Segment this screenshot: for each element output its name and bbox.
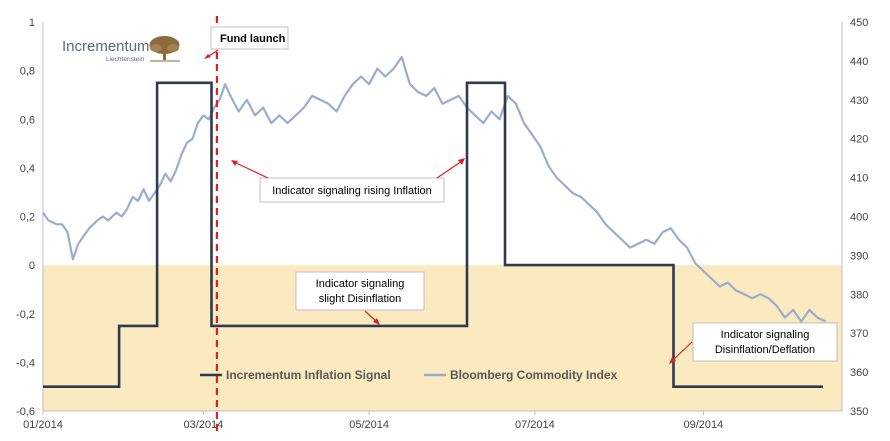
- annotation-slight-line1: Indicator signaling: [316, 278, 405, 290]
- annotation-rising-arrow-right: [436, 160, 463, 179]
- annotation-rising: Indicator signaling rising Inflation: [231, 158, 465, 203]
- annotation-slight-box: [295, 271, 425, 311]
- legend-label-signal: Incrementum Inflation Signal: [226, 368, 391, 382]
- annotation-rising-box: [259, 177, 445, 203]
- series-layer: [42, 55, 827, 388]
- legend: Incrementum Inflation Signal Bloomberg C…: [200, 368, 618, 382]
- y-left-tick: 0,8: [20, 66, 35, 78]
- y-right-tick: 410: [850, 173, 868, 185]
- y-right-tick: 450: [850, 17, 868, 29]
- y-right-tick: 420: [850, 134, 868, 146]
- y-right-tick: 400: [850, 212, 868, 224]
- y-left-tick: -0,4: [16, 357, 35, 369]
- fund-launch-box: [210, 26, 289, 50]
- y-left-tick: 0,2: [20, 212, 35, 224]
- x-tick: 09/2014: [684, 419, 724, 431]
- y-left-tick: -0,2: [16, 309, 35, 321]
- annotation-deflation-box: [692, 322, 838, 362]
- y-right-tick: 360: [850, 367, 868, 379]
- annotation-deflation-arrowhead: [669, 357, 676, 364]
- tree-icon: [149, 36, 180, 62]
- annotation-rising-arrowhead-right: [458, 158, 465, 165]
- annotation-deflation-arrow: [671, 341, 693, 362]
- legend-label-bcom: Bloomberg Commodity Index: [450, 368, 618, 382]
- annotation-rising-arrowhead-left: [231, 160, 238, 166]
- annotation-slight-line2: slight Disinflation: [319, 293, 402, 305]
- y-left-tick: 0,4: [20, 163, 35, 175]
- x-tick: 01/2014: [23, 419, 63, 431]
- y-left-tick: 0: [29, 260, 35, 272]
- series-inflation-signal-line: [43, 81, 823, 388]
- y-right-tick: 380: [850, 289, 868, 301]
- x-tick-labels: 01/2014 03/2014 05/2014 07/2014 09/2014: [23, 411, 723, 431]
- logo-name: Incrementum: [62, 38, 150, 55]
- y-left-tick-labels: -0,6 -0,4 -0,2 0 0,2 0,4 0,6 0,8 1: [16, 17, 35, 418]
- y-left-tick: 0,6: [20, 114, 35, 126]
- y-left-tick: 1: [29, 17, 35, 29]
- annotation-deflation-line1: Indicator signaling: [721, 329, 810, 341]
- fund-launch-label: Fund launch: [220, 33, 286, 45]
- y-left-tick: -0,6: [16, 406, 35, 418]
- y-right-tick: 370: [850, 328, 868, 340]
- annotation-slight: Indicator signaling slight Disinflation: [295, 271, 425, 325]
- y-right-tick: 430: [850, 95, 868, 107]
- series-commodity-index-line: [42, 55, 827, 323]
- annotation-slight-arrowhead: [373, 318, 380, 325]
- annotation-deflation: Indicator signaling Disinflation/Deflati…: [669, 322, 838, 364]
- annotation-rising-arrow-left: [233, 161, 269, 179]
- x-tick: 05/2014: [349, 419, 389, 431]
- x-tick: 03/2014: [183, 419, 223, 431]
- y-right-tick-labels: 350 360 370 380 390 400 410 420 430 440 450: [850, 17, 868, 418]
- annotation-deflation-line2: Disinflation/Deflation: [715, 344, 815, 356]
- y-right-tick: 440: [850, 56, 868, 68]
- fund-launch-callout: Fund launch: [204, 26, 289, 59]
- logo-sub: Liechtenstein: [106, 56, 145, 63]
- fund-launch-arrowhead: [204, 54, 211, 59]
- y-right-tick: 350: [850, 406, 868, 418]
- incrementum-logo: Incrementum Liechtenstein: [62, 36, 180, 63]
- x-tick: 07/2014: [515, 419, 555, 431]
- y-right-tick: 390: [850, 250, 868, 262]
- annotation-rising-text: Indicator signaling rising Inflation: [272, 185, 432, 197]
